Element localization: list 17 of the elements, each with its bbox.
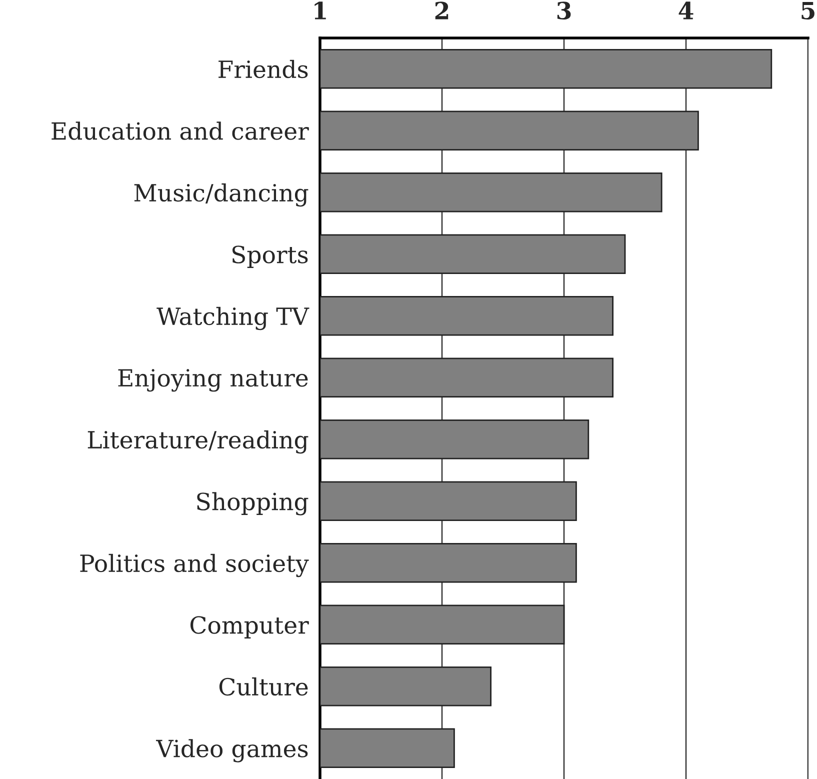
y-tick-label: Culture (219, 677, 308, 696)
y-tick-label: Friends (218, 60, 308, 78)
y-tick-label: Politics and society (80, 554, 309, 578)
y-tick-label: Video games (156, 739, 308, 762)
y-tick-label: Watching TV (156, 306, 310, 330)
x-tick-label: 5 (802, 2, 814, 20)
y-tick-label: Education and career (52, 122, 309, 140)
y-tick-label: Enjoying nature (118, 369, 308, 392)
y-tick-label: Sports (232, 246, 308, 268)
x-tick-label: 4 (678, 2, 694, 20)
x-tick-label: 1 (314, 2, 326, 20)
x-tick-label: 2 (435, 2, 448, 20)
y-tick-label: Music/dancing (134, 183, 308, 207)
x-tick-label: 3 (557, 2, 571, 20)
y-tick-label: Literature/reading (88, 430, 308, 454)
y-tick-label: Computer (190, 616, 309, 639)
y-tick-label: Shopping (197, 492, 308, 516)
